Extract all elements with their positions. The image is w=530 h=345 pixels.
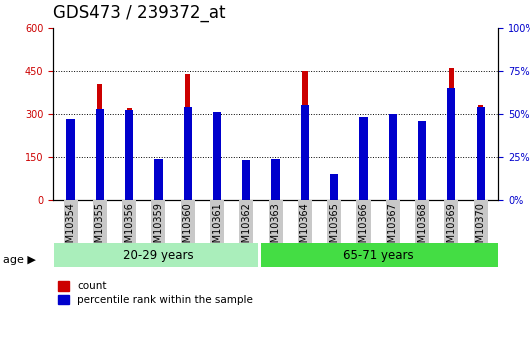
Text: GSM10361: GSM10361 — [212, 202, 222, 255]
Bar — [66, 119, 75, 200]
Text: GDS473 / 239372_at: GDS473 / 239372_at — [53, 4, 225, 22]
Bar — [359, 117, 368, 200]
Text: GSM10362: GSM10362 — [241, 202, 251, 255]
Text: GSM10354: GSM10354 — [66, 202, 76, 255]
Text: 65-71 years: 65-71 years — [343, 249, 413, 262]
Text: GSM10364: GSM10364 — [300, 202, 310, 255]
Bar — [447, 88, 455, 200]
Bar — [478, 105, 483, 200]
Bar — [156, 171, 161, 200]
Bar — [242, 160, 250, 200]
Bar — [185, 73, 190, 200]
Bar — [301, 105, 309, 200]
Text: GSM10367: GSM10367 — [388, 202, 398, 255]
Bar — [96, 109, 104, 200]
Bar — [214, 199, 219, 200]
Text: GSM10363: GSM10363 — [271, 202, 280, 255]
Bar — [419, 124, 425, 200]
Bar — [273, 197, 278, 200]
Bar — [302, 71, 307, 200]
Text: 20-29 years: 20-29 years — [123, 249, 194, 262]
Bar — [332, 179, 337, 200]
Text: age ▶: age ▶ — [3, 256, 36, 265]
Bar — [154, 159, 163, 200]
Text: GSM10359: GSM10359 — [154, 202, 163, 255]
Bar — [476, 107, 485, 200]
Bar — [183, 107, 192, 200]
Bar — [390, 114, 395, 200]
Text: GSM10366: GSM10366 — [358, 202, 368, 255]
Bar — [68, 142, 73, 200]
Bar — [418, 121, 426, 200]
Bar — [97, 84, 102, 200]
Bar — [244, 163, 249, 200]
Text: GSM10369: GSM10369 — [446, 202, 456, 255]
Text: GSM10355: GSM10355 — [95, 202, 105, 255]
Bar — [55, 243, 258, 267]
Bar — [361, 117, 366, 200]
Bar — [127, 108, 132, 200]
Bar — [388, 114, 397, 200]
Legend: count, percentile rank within the sample: count, percentile rank within the sample — [58, 281, 253, 305]
Bar — [125, 110, 133, 200]
Bar — [330, 174, 338, 200]
Bar — [213, 112, 221, 200]
Bar — [271, 159, 280, 200]
Text: GSM10365: GSM10365 — [329, 202, 339, 255]
Text: GSM10356: GSM10356 — [124, 202, 134, 255]
Text: GSM10370: GSM10370 — [475, 202, 485, 255]
Text: GSM10360: GSM10360 — [183, 202, 193, 255]
Text: GSM10368: GSM10368 — [417, 202, 427, 255]
Bar — [261, 243, 498, 267]
Bar — [449, 68, 454, 200]
